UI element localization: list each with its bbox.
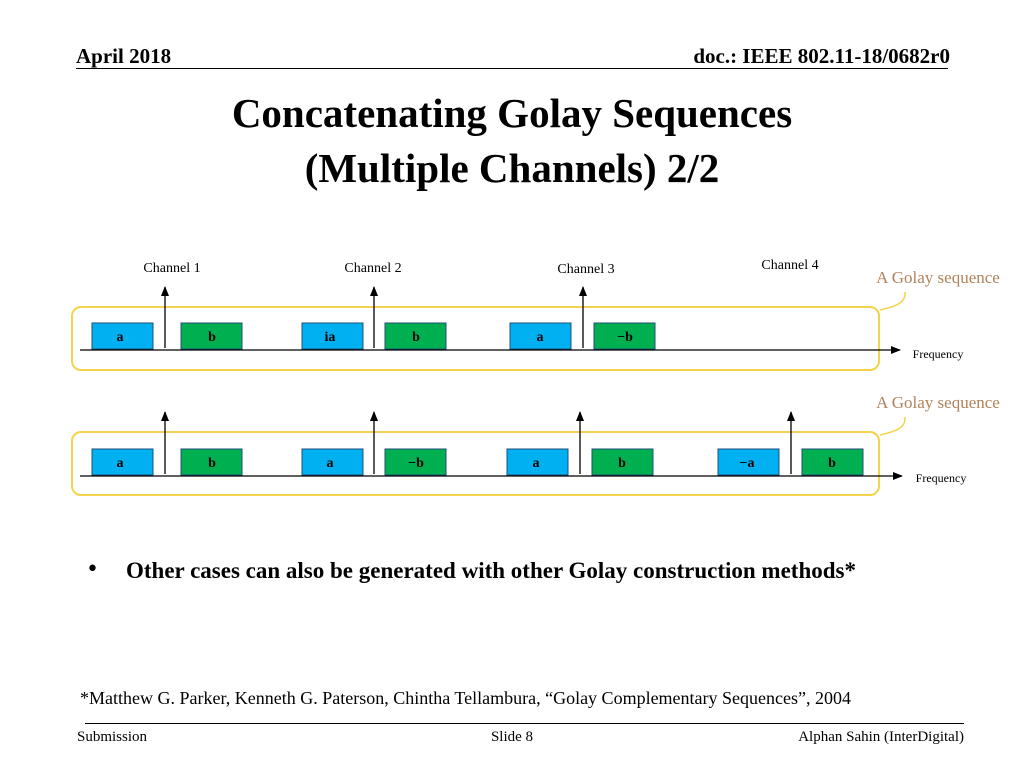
- golay-channel-diagram: Channel 1 Channel 2 Channel 3 Channel 4 …: [71, 258, 1000, 496]
- footer-slide-number: Slide 8: [490, 729, 534, 745]
- row2-block-5: [506, 448, 569, 476]
- callout-leader-1: [879, 291, 906, 311]
- row1-block-2: [180, 322, 243, 350]
- row2-block-2-label: b: [208, 456, 216, 471]
- channel-4-label: Channel 4: [761, 258, 818, 273]
- footer-submission: Submission: [77, 729, 148, 745]
- channel-3-label: Channel 3: [557, 262, 614, 277]
- slide-title: Concatenating Golay Sequences (Multiple …: [0, 86, 1024, 196]
- callout-leader-2: [879, 416, 906, 436]
- row1-golay-highlight: [71, 306, 880, 371]
- row2-golay-highlight: [71, 431, 880, 496]
- footer-author: Alphan Sahin (InterDigital): [798, 729, 964, 745]
- bullet-marker: •: [86, 557, 99, 582]
- row1-block-4: [384, 322, 447, 350]
- row1-block-5-label: a: [537, 330, 544, 345]
- row2-frequency-label: Frequency: [916, 471, 967, 485]
- footer-divider: [85, 723, 964, 724]
- row2-block-8: [801, 448, 864, 476]
- row2-block-1: [91, 448, 154, 476]
- slide-title-line-2: (Multiple Channels) 2/2: [304, 145, 720, 191]
- slide-title-line-1: Concatenating Golay Sequences: [231, 90, 793, 136]
- callout-golay-sequence-1: A Golay sequence: [876, 268, 1000, 287]
- header-divider: [76, 68, 948, 69]
- row2-block-2: [180, 448, 243, 476]
- row2-block-6-label: b: [618, 456, 626, 471]
- channel-2-label: Channel 2: [344, 261, 401, 276]
- row2-block-3-label: a: [327, 456, 334, 471]
- row1-block-6: [593, 322, 656, 350]
- callout-golay-sequence-2: A Golay sequence: [876, 393, 1000, 412]
- row1-block-6-label: −b: [617, 330, 633, 345]
- row1-frequency-label: Frequency: [913, 347, 964, 361]
- row2-block-7: [717, 448, 780, 476]
- row1-block-2-label: b: [208, 330, 216, 345]
- row2-block-4-label: −b: [408, 456, 424, 471]
- row2-block-5-label: a: [533, 456, 540, 471]
- row1-block-3-label: ia: [325, 330, 336, 345]
- row1-block-4-label: b: [412, 330, 420, 345]
- bullet-text: Other cases can also be generated with o…: [126, 558, 856, 583]
- channel-1-label: Channel 1: [143, 261, 200, 276]
- row2-block-8-label: b: [828, 456, 836, 471]
- row2-block-3: [301, 448, 364, 476]
- row1-block-3: [301, 322, 364, 350]
- row2-block-4: [384, 448, 447, 476]
- row2-block-7-label: −a: [740, 456, 755, 471]
- header-doc-id: doc.: IEEE 802.11-18/0682r0: [693, 44, 950, 68]
- header-date: April 2018: [76, 44, 172, 68]
- row2-block-6: [591, 448, 654, 476]
- footnote-reference: *Matthew G. Parker, Kenneth G. Paterson,…: [80, 688, 851, 708]
- row1-block-5: [509, 322, 572, 350]
- row1-block-1: [91, 322, 154, 350]
- row2-block-1-label: a: [117, 456, 124, 471]
- row1-block-1-label: a: [117, 330, 124, 345]
